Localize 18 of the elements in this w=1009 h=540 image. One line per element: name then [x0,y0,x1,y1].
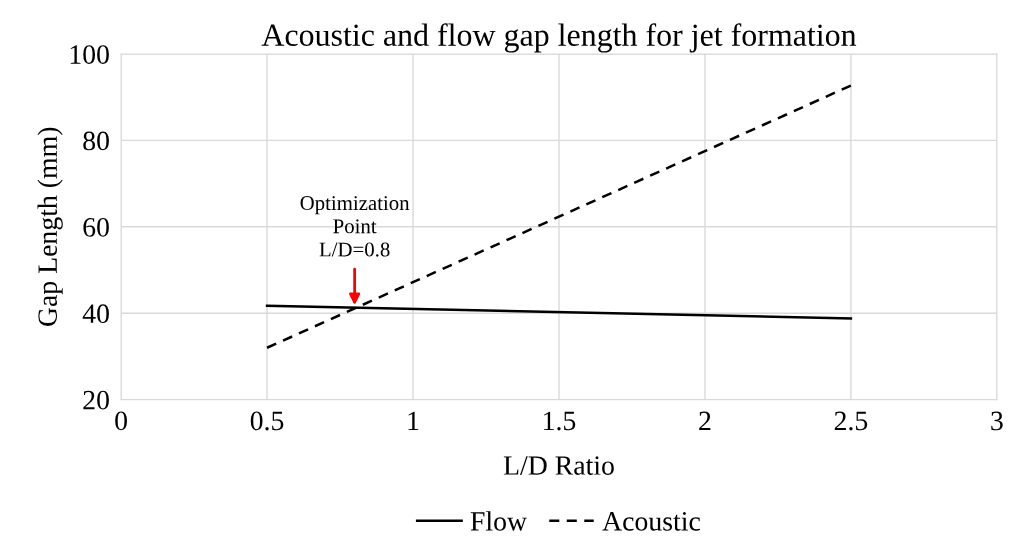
x-tick-label: 0 [115,411,127,431]
legend-label: Acoustic [602,512,700,531]
y-tick-label: 80 [83,131,109,151]
y-axis-title: Gap Length (mm) [37,127,63,326]
y-tick-label: 20 [83,390,109,410]
annotation: Optimization Point L/D=0.8 [300,196,410,257]
x-tick-label: 3 [991,411,1003,431]
y-tick-label: 60 [83,217,109,237]
x-tick-label: 2.5 [834,411,868,431]
x-tick-label: 0.5 [250,411,284,431]
x-tick-label: 1.5 [544,411,576,431]
y-tick-label: 40 [82,304,109,324]
legend-label: Flow [470,511,527,531]
chart-title: Acoustic and flow gap length for jet formation [261,23,857,53]
x-axis-title: L/D Ratio [503,456,614,475]
y-tick-label: 100 [70,45,109,64]
x-tick-label: 1 [408,411,419,430]
x-tick-label: 2 [699,411,711,430]
